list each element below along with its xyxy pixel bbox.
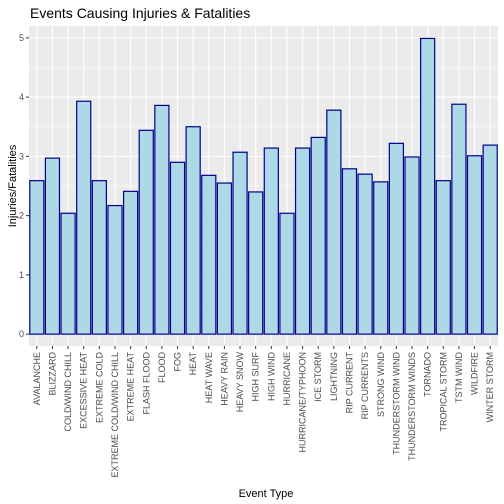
x-tick-label: WINTER STORM [485, 352, 495, 422]
x-tick-label: RIP CURRENT [344, 352, 354, 414]
x-tick-label: COLD/WIND CHILL [63, 352, 73, 432]
chart-title: Events Causing Injuries & Fatalities [30, 5, 250, 21]
bar-excessive-heat [76, 100, 92, 335]
x-tick-label: EXTREME COLD [94, 352, 104, 424]
x-tick-label: HURRICANE/TYPHOON [298, 352, 308, 453]
x-tick-label: EXTREME HEAT [126, 352, 136, 422]
bar-winter-storm [482, 144, 498, 335]
bar-avalanche [29, 180, 45, 335]
x-tick-label: LIGHTNING [329, 352, 339, 401]
bar-high-surf [248, 191, 264, 335]
x-tick-label: EXTREME COLD/WIND CHILL [110, 352, 120, 478]
x-tick-label: HIGH WIND [266, 352, 276, 401]
bar-rip-current [341, 168, 358, 335]
y-tick-label: 5 [19, 33, 24, 43]
y-axis: 0 1 2 3 4 5 [19, 33, 29, 339]
x-tick-label: FLASH FLOOD [141, 352, 151, 415]
bar-high-wind [263, 147, 279, 335]
y-tick-label: 3 [19, 151, 24, 161]
x-tick-label: HURRICANE [282, 352, 292, 406]
bar-fog [169, 161, 186, 335]
bar-extreme-heat [122, 190, 139, 335]
x-tick-label: TORNADO [423, 352, 433, 397]
bar-cold-wind-chill [60, 212, 76, 335]
bar-ice-storm [310, 136, 326, 335]
bar-rip-currents [357, 173, 373, 335]
x-axis-title: Event Type [239, 488, 294, 500]
x-tick-label: HEAVY SNOW [235, 352, 245, 413]
bar-heat-wave [201, 174, 217, 335]
x-tick-label: FOG [173, 352, 183, 372]
x-tick-label: TSTM WIND [454, 352, 464, 403]
bar-heavy-rain [216, 182, 233, 335]
x-tick-label: STRONG WIND [376, 352, 386, 417]
x-tick-label: EXCESSIVE HEAT [79, 352, 89, 429]
x-tick-label: WILDFIRE [470, 352, 480, 395]
x-tick-label: ICE STORM [313, 352, 323, 402]
bar-hurricane-typhoon [294, 147, 311, 335]
y-tick-label: 2 [19, 211, 24, 221]
bar-thunderstorm-winds [404, 156, 420, 335]
bar-tropical-storm [435, 180, 451, 335]
x-tick-label: THUNDERSTORM WINDS [407, 352, 417, 461]
bar-hurricane [279, 212, 295, 335]
bar-wildfire [466, 155, 483, 335]
y-tick-label: 0 [19, 329, 24, 339]
x-tick-label: TROPICAL STORM [438, 352, 448, 432]
bars [29, 37, 498, 335]
bar-extreme-cold-wind-chill [107, 204, 123, 335]
x-tick-label: HEAT [188, 352, 198, 376]
y-tick-label: 4 [19, 92, 24, 102]
bar-extreme-cold [91, 180, 107, 335]
x-tick-label: BLIZZARD [47, 352, 57, 396]
bar-lightning [326, 109, 342, 335]
x-tick-label: HEAVY RAIN [219, 352, 229, 406]
y-tick-label: 1 [19, 270, 24, 280]
x-tick-label: AVALANCHE [32, 352, 42, 405]
bar-heavy-snow [232, 151, 248, 335]
bar-flash-flood [138, 129, 154, 335]
x-tick-label: HEAT WAVE [204, 352, 214, 403]
bar-tstm-wind [451, 103, 467, 335]
bar-blizzard [44, 157, 61, 335]
bar-heat [185, 126, 201, 335]
bar-strong-wind [373, 181, 389, 335]
y-axis-title: Injuries/Fatalities [7, 144, 19, 227]
bar-flood [154, 104, 170, 335]
x-tick-label: HIGH SURF [251, 351, 261, 401]
x-axis: AVALANCHE BLIZZARD COLD/WIND CHILL EXCESSIV… [32, 346, 495, 478]
bar-thunderstorm-wind [388, 142, 405, 335]
x-tick-label: FLOOD [157, 352, 167, 384]
x-tick-label: RIP CURRENTS [360, 352, 370, 419]
x-tick-label: THUNDERSTORM WIND [391, 352, 401, 455]
bar-tornado [420, 37, 436, 335]
